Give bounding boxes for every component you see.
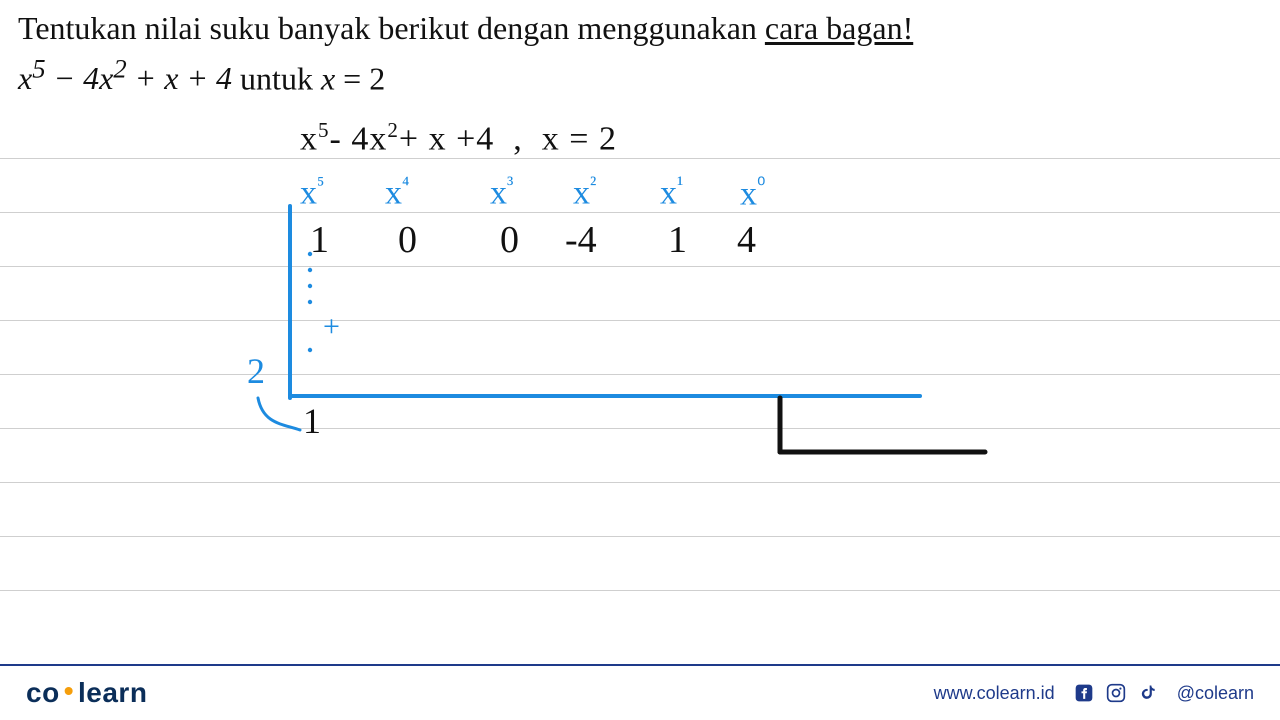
hand-equation: x5- 4x2+ x +4 , x = 2 xyxy=(300,118,617,158)
problem-statement: Tentukan nilai suku banyak berikut denga… xyxy=(18,8,913,100)
ruled-line xyxy=(0,428,1280,429)
footer-handle: @colearn xyxy=(1177,683,1254,704)
problem-underlined: cara bagan! xyxy=(765,10,913,46)
problem-prefix: Tentukan nilai suku banyak berikut denga… xyxy=(18,10,765,46)
ruled-line xyxy=(0,266,1280,267)
ruled-line xyxy=(0,536,1280,537)
facebook-icon xyxy=(1073,682,1095,704)
footer: co•learn www.colearn.id @colearn xyxy=(0,664,1280,720)
logo-part-b: learn xyxy=(78,677,147,708)
logo-dot: • xyxy=(64,675,74,706)
ruled-line xyxy=(0,590,1280,591)
logo-part-a: co xyxy=(26,677,60,708)
ruled-background xyxy=(0,158,1280,628)
instagram-icon xyxy=(1105,682,1127,704)
footer-site: www.colearn.id xyxy=(934,683,1055,704)
logo: co•learn xyxy=(26,677,147,709)
problem-polynomial: x5 − 4x2 + x + 4 xyxy=(18,60,232,96)
ruled-line xyxy=(0,374,1280,375)
ruled-line xyxy=(0,482,1280,483)
ruled-line xyxy=(0,212,1280,213)
tiktok-icon xyxy=(1137,682,1159,704)
social-icons xyxy=(1073,682,1159,704)
problem-given: untuk x = 2 xyxy=(240,60,385,96)
ruled-line xyxy=(0,320,1280,321)
ruled-line xyxy=(0,158,1280,159)
